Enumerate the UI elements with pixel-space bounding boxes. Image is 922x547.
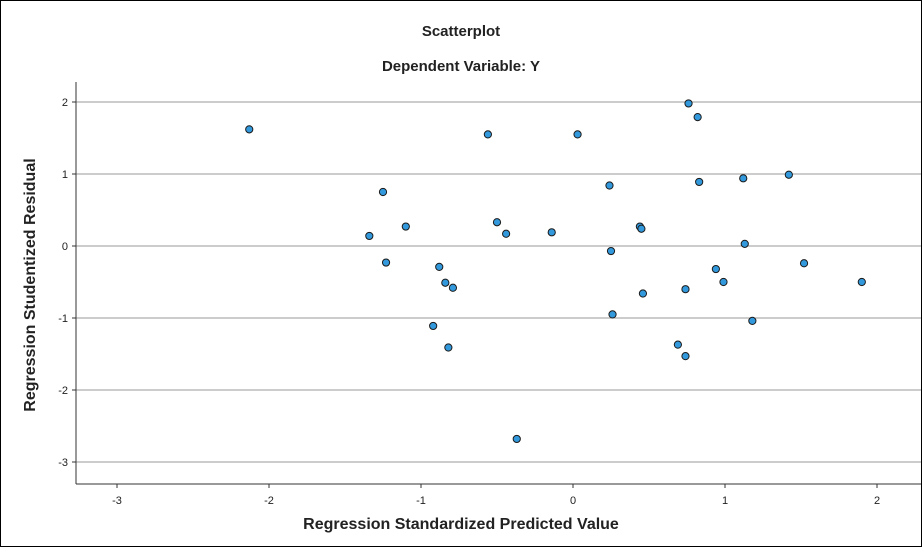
data-point xyxy=(483,130,492,139)
data-point xyxy=(605,181,614,190)
x-tick-label: -3 xyxy=(112,495,122,507)
y-tick-label: -1 xyxy=(58,313,68,325)
chart-subtitle: Dependent Variable: Y xyxy=(381,58,541,75)
data-point xyxy=(245,125,254,134)
data-point xyxy=(681,285,690,294)
data-point xyxy=(573,130,582,139)
data-point xyxy=(606,246,616,256)
data-point xyxy=(638,289,648,298)
x-axis-label: Regression Standardized Predicted Value xyxy=(303,516,619,533)
y-tick-label: 2 xyxy=(62,97,68,109)
x-tick-label: -1 xyxy=(416,495,426,507)
data-point xyxy=(799,259,809,268)
data-point xyxy=(448,283,458,292)
data-point xyxy=(784,170,793,179)
data-point xyxy=(441,278,450,287)
y-tick-label: -2 xyxy=(58,385,68,397)
data-point xyxy=(740,239,749,248)
data-point xyxy=(401,222,410,231)
x-tick-label: 1 xyxy=(722,495,728,507)
y-tick-label: 0 xyxy=(62,241,68,253)
data-point xyxy=(719,277,728,287)
data-point xyxy=(684,99,693,108)
data-point xyxy=(673,340,682,349)
data-point xyxy=(444,343,453,352)
data-point xyxy=(365,231,374,241)
data-point xyxy=(512,434,521,444)
x-tick-label: -2 xyxy=(264,495,274,507)
data-point xyxy=(547,228,556,237)
data-point xyxy=(695,177,704,187)
data-point xyxy=(857,277,866,287)
data-point xyxy=(378,187,388,197)
data-point xyxy=(381,258,391,267)
y-tick-label: 1 xyxy=(62,169,68,181)
data-point xyxy=(492,218,502,227)
data-point xyxy=(608,310,617,319)
data-point xyxy=(435,262,444,271)
x-tick-label: 2 xyxy=(874,495,880,507)
chart-title: Scatterplot xyxy=(421,23,501,40)
data-point xyxy=(429,321,438,331)
data-point xyxy=(748,316,757,325)
data-point xyxy=(681,352,690,361)
data-point xyxy=(693,113,702,122)
data-point xyxy=(502,229,511,238)
data-point xyxy=(739,174,748,183)
x-tick-label: 0 xyxy=(570,495,576,507)
data-point xyxy=(637,224,646,233)
data-point xyxy=(711,264,720,274)
y-tick-label: -3 xyxy=(58,457,68,469)
